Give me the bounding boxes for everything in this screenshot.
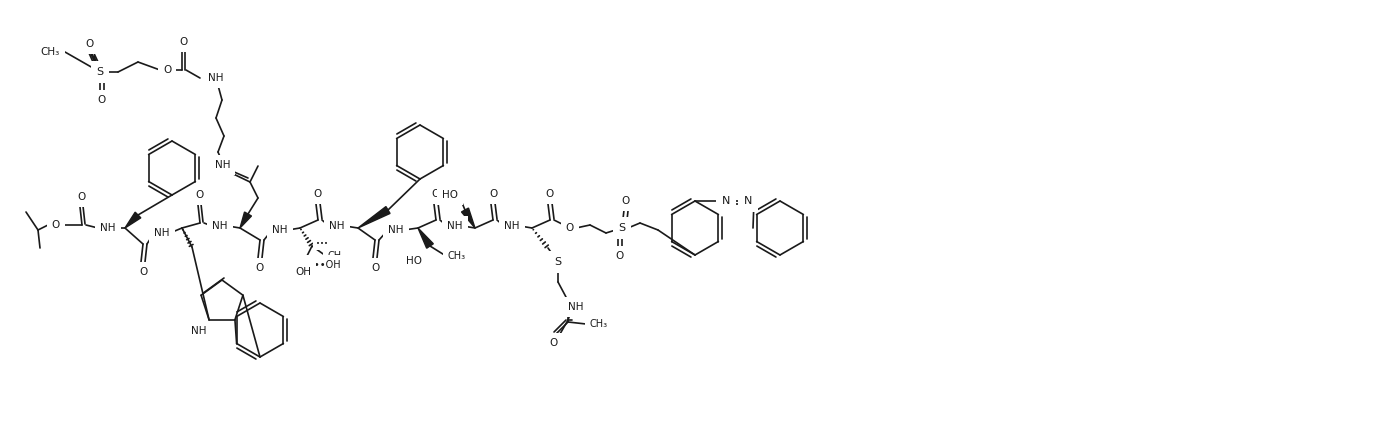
Polygon shape xyxy=(358,207,390,228)
Text: O: O xyxy=(489,189,498,199)
Text: N: N xyxy=(744,196,753,206)
Text: NH: NH xyxy=(567,302,584,312)
Text: NH: NH xyxy=(212,221,227,231)
Text: NH: NH xyxy=(215,160,230,170)
Text: S: S xyxy=(555,257,562,267)
Text: O: O xyxy=(622,196,630,206)
Text: O: O xyxy=(314,189,322,199)
Text: CH₃: CH₃ xyxy=(590,319,608,329)
Text: O: O xyxy=(139,267,148,277)
Text: O: O xyxy=(549,338,558,348)
Text: S: S xyxy=(96,67,103,77)
Text: O: O xyxy=(197,190,204,200)
Text: NH: NH xyxy=(447,221,463,231)
Text: NH: NH xyxy=(100,223,116,233)
Text: HO: HO xyxy=(406,256,422,266)
Text: CH₃: CH₃ xyxy=(328,251,346,261)
Text: NH: NH xyxy=(389,225,404,235)
Text: O: O xyxy=(616,251,625,261)
Text: OH: OH xyxy=(296,267,311,277)
Text: HO: HO xyxy=(442,190,459,200)
Polygon shape xyxy=(461,208,475,228)
Text: O: O xyxy=(86,39,95,49)
Text: O: O xyxy=(163,65,171,75)
Text: NH: NH xyxy=(505,221,520,231)
Text: CH₃: CH₃ xyxy=(447,251,466,261)
Text: •••: ••• xyxy=(316,241,328,247)
Text: O: O xyxy=(546,189,555,199)
Text: O: O xyxy=(371,263,379,273)
Text: O: O xyxy=(432,189,441,199)
Text: NH: NH xyxy=(329,221,344,231)
Text: NH: NH xyxy=(208,73,223,83)
Text: O: O xyxy=(178,37,187,47)
Text: NH: NH xyxy=(272,225,287,235)
Text: O: O xyxy=(77,192,85,202)
Text: NH: NH xyxy=(191,326,206,336)
Polygon shape xyxy=(240,212,251,228)
Text: O: O xyxy=(96,95,105,105)
Polygon shape xyxy=(125,212,141,228)
Polygon shape xyxy=(418,228,434,248)
Text: •••OH: •••OH xyxy=(308,260,340,270)
Text: NH: NH xyxy=(155,228,170,238)
Text: O: O xyxy=(566,223,574,233)
Text: S: S xyxy=(619,223,626,233)
Text: O: O xyxy=(256,263,263,273)
Text: N: N xyxy=(722,196,730,206)
Text: O: O xyxy=(52,220,60,230)
Text: CH₃: CH₃ xyxy=(40,47,60,57)
